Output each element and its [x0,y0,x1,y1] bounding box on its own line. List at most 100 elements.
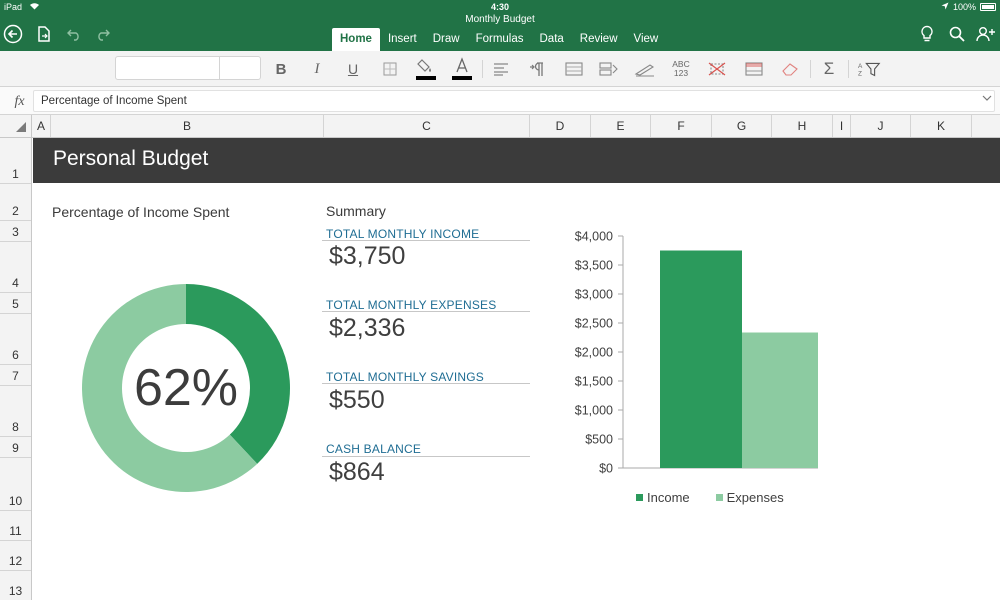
y-tick-label: $4,000 [575,230,613,244]
row-header-10[interactable]: 10 [0,458,31,511]
align-button[interactable] [489,57,513,81]
row-header-1[interactable]: 1 [0,138,31,184]
y-tick-label: $2,000 [575,346,613,360]
bar-chart-legend: Income Expenses [636,490,784,505]
legend-item-expenses: Expenses [715,490,784,505]
merge-button[interactable] [562,57,586,81]
row-header-11[interactable]: 11 [0,511,31,541]
donut-slice-spent[interactable] [82,284,258,492]
column-header-i[interactable]: I [833,115,851,137]
fill-color-button[interactable] [414,57,438,81]
font-name-field[interactable] [115,56,220,80]
insert-function-button[interactable]: fx [14,93,25,109]
row-header-12[interactable]: 12 [0,541,31,571]
ribbon-tabs: Home Insert Draw Formulas Data Review Vi… [332,28,666,51]
font-size-field[interactable] [219,56,261,80]
title-banner[interactable]: Personal Budget [33,138,1000,183]
battery-icon [980,3,996,11]
row-header-13[interactable]: 13 [8,584,23,598]
summary-value-cash: $864 [329,458,385,486]
column-header-j[interactable]: J [851,115,911,137]
file-menu-button[interactable] [33,23,55,45]
column-header-c[interactable]: C [324,115,530,137]
column-header-h[interactable]: H [772,115,833,137]
tab-review[interactable]: Review [579,33,618,45]
column-headers: A B C D E F G H I J K [0,115,1000,138]
font-color-button[interactable] [450,57,474,81]
column-header-e[interactable]: E [591,115,651,137]
row-header-9[interactable]: 9 [0,437,31,458]
underline-button[interactable]: U [347,61,359,77]
y-tick-label: $1,000 [575,404,613,418]
tell-me-button[interactable] [916,23,938,45]
wrap-text-button[interactable] [597,57,621,81]
legend-label-income: Income [647,490,690,505]
row-header-2[interactable]: 2 [0,184,31,221]
income-expenses-bar-chart[interactable]: $0 $500 $1,000 $1,500 $2,000 $2,500 $3,000 $3,5… [538,226,835,521]
row-header-6[interactable]: 6 [0,314,31,365]
column-header-g[interactable]: G [712,115,772,137]
share-button[interactable] [975,23,997,45]
summary-divider [322,383,530,384]
document-title: Monthly Budget [465,14,535,25]
bold-button[interactable]: B [275,60,287,78]
column-header-b[interactable]: B [51,115,324,137]
back-button[interactable] [2,23,24,45]
row-header-5[interactable]: 5 [0,293,31,314]
borders-icon [383,62,397,76]
autosum-button[interactable]: Σ [817,57,841,81]
tab-formulas[interactable]: Formulas [475,33,524,45]
number-format-button[interactable]: ABC 123 [672,59,690,78]
column-header-f[interactable]: F [651,115,712,137]
toolbar-divider [482,60,483,78]
donut-center-label: 62% [133,359,239,417]
tab-data[interactable]: Data [539,33,564,45]
bar-income[interactable] [660,250,742,469]
expand-formula-button[interactable] [980,91,994,105]
column-header-a[interactable]: A [32,115,51,137]
row-header-7[interactable]: 7 [0,365,31,386]
donut-slice-remaining[interactable] [186,284,291,464]
bar-expenses[interactable] [742,332,824,468]
redo-button[interactable] [92,23,114,45]
location-icon [941,2,949,12]
percentage-donut-chart[interactable]: 62% [81,283,291,493]
bar-chart-svg: $0 $500 $1,000 $1,500 $2,000 $2,500 $3,000 $3,5… [575,230,835,476]
clear-button[interactable] [778,57,802,81]
column-header-d[interactable]: D [530,115,591,137]
y-tick-label: $2,500 [575,317,613,331]
cell-styles-button[interactable] [633,57,657,81]
eraser-icon [782,63,798,76]
y-tick-label: $0 [599,462,613,476]
toolbar-divider [848,60,849,78]
column-header-k[interactable]: K [911,115,972,137]
undo-button[interactable] [63,23,85,45]
redo-icon [98,29,110,41]
tab-view[interactable]: View [633,33,659,45]
font-color-icon [452,57,472,80]
paragraph-button[interactable] [525,57,549,81]
format-cells-button[interactable] [742,57,766,81]
paragraph-icon [530,62,543,76]
svg-text:A: A [858,63,863,70]
row-header-8[interactable]: 8 [0,386,31,437]
tab-draw[interactable]: Draw [432,33,460,45]
search-button[interactable] [946,23,968,45]
borders-button[interactable] [378,57,402,81]
summary-divider [322,240,530,241]
legend-label-expenses: Expenses [726,490,784,505]
select-all-button[interactable] [0,115,32,137]
italic-button[interactable]: I [314,60,320,77]
tab-home[interactable]: Home [332,28,380,51]
wifi-icon [29,2,40,12]
insert-delete-cells-button[interactable] [705,57,729,81]
row-header-4[interactable]: 4 [0,242,31,293]
worksheet[interactable]: Personal Budget Percentage of Income Spe… [33,138,1000,600]
y-tick-label: $1,500 [575,375,613,389]
legend-swatch-expenses [715,494,723,501]
tab-insert[interactable]: Insert [387,33,417,45]
search-icon [949,26,965,42]
row-header-3[interactable]: 3 [0,221,31,242]
formula-input[interactable]: Percentage of Income Spent [33,90,995,112]
